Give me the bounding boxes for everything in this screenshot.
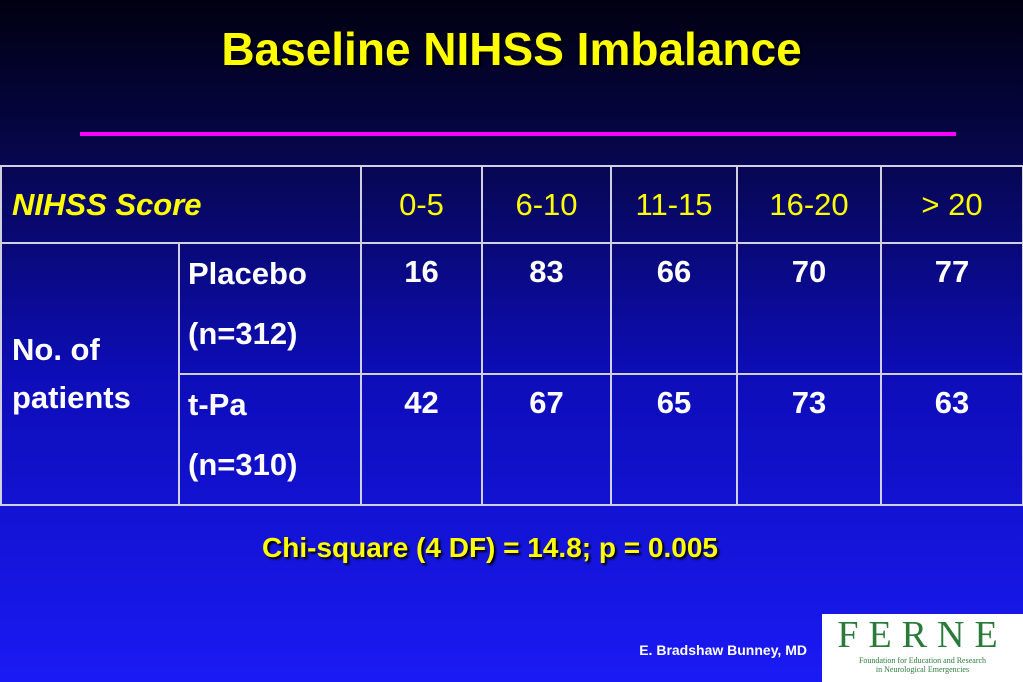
- header-cell: 16-20: [736, 165, 883, 244]
- cell: 66: [610, 242, 739, 375]
- cell: 73: [736, 373, 883, 506]
- cell: 42: [360, 373, 484, 506]
- cell: 77: [880, 242, 1023, 375]
- table-row: t-Pa (n=310) 42 67 65 73 63: [1, 373, 1023, 506]
- header-cell: NIHSS Score: [0, 165, 363, 244]
- cell: 16: [360, 242, 484, 375]
- header-cell: 0-5: [360, 165, 484, 244]
- logo-letters: FERNE: [837, 614, 1008, 656]
- cell: 63: [880, 373, 1023, 506]
- footnote: Chi-square (4 DF) = 14.8; p = 0.005: [262, 532, 718, 563]
- row-group-label: No. of patients: [0, 242, 180, 506]
- table-row: No. of patients Placebo (n=312) 16 83 66 …: [0, 242, 1023, 506]
- header-cell: 11-15: [610, 165, 739, 244]
- header-cell: > 20: [880, 165, 1023, 244]
- cell: 83: [481, 242, 613, 375]
- author: E. Bradshaw Bunney, MD: [639, 642, 807, 658]
- label-line: Placebo: [188, 256, 307, 291]
- logo-tagline: Foundation for Education and Research: [858, 656, 987, 665]
- title-rule: [80, 132, 956, 136]
- label-line: (n=312): [188, 316, 298, 351]
- label-line: t-Pa: [188, 387, 247, 422]
- slide-title: Baseline NIHSS Imbalance: [221, 23, 802, 75]
- header-row: NIHSS Score 0-5 6-10 11-15 16-20 > 20: [0, 165, 1023, 244]
- cell: 65: [610, 373, 739, 506]
- row-label: t-Pa (n=310): [177, 373, 363, 506]
- nihss-table: NIHSS Score 0-5 6-10 11-15 16-20 > 20 No…: [0, 165, 1023, 506]
- header-cell: 6-10: [481, 165, 613, 244]
- row-label: Placebo (n=312): [177, 242, 363, 375]
- logo-tagline: in Neurological Emergencies: [875, 665, 970, 674]
- label-line: (n=310): [188, 447, 298, 482]
- cell: 67: [481, 373, 613, 506]
- logo: FERNE Foundation for Education and Resea…: [822, 614, 1023, 682]
- cell: 70: [736, 242, 883, 375]
